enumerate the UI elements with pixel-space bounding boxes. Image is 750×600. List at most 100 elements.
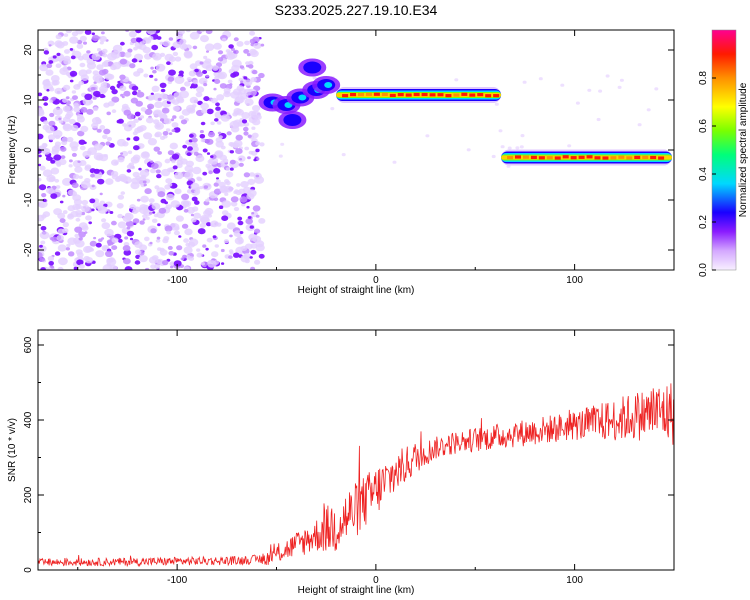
- noise-speck: [258, 218, 266, 224]
- noise-speck: [101, 222, 111, 230]
- noise-speck: [165, 128, 171, 132]
- noise-speck: [159, 249, 168, 256]
- noise-speck: [219, 186, 229, 194]
- noise-speck: [243, 88, 253, 96]
- noise-speck: [94, 116, 100, 121]
- noise-speck: [133, 118, 139, 124]
- noise-speck: [207, 159, 214, 164]
- noise-speck: [215, 106, 221, 111]
- noise-speck: [67, 205, 76, 212]
- noise-speck: [73, 198, 83, 206]
- noise-speck: [42, 211, 51, 218]
- noise-speck: [75, 30, 84, 35]
- noise-speck: [102, 246, 108, 250]
- noise-speck: [62, 177, 72, 186]
- noise-speck: [106, 111, 111, 116]
- noise-speck: [106, 257, 117, 266]
- x-tick-label: 100: [566, 275, 583, 286]
- track-peak: [437, 93, 444, 97]
- noise-speck: [58, 117, 62, 121]
- y-tick-label: -20: [23, 242, 34, 257]
- track-peak: [350, 92, 357, 97]
- faint-speck: [392, 160, 397, 164]
- noise-speck: [166, 167, 173, 173]
- noise-speck: [225, 167, 231, 171]
- noise-speck: [58, 119, 64, 124]
- noise-speck: [38, 177, 42, 182]
- noise-speck: [73, 106, 81, 113]
- track-peak: [626, 156, 633, 160]
- y-tick-label: 400: [23, 411, 34, 428]
- noise-speck: [204, 207, 214, 216]
- noise-speck: [151, 162, 159, 170]
- noise-speck: [190, 82, 198, 89]
- noise-speck: [245, 61, 250, 66]
- noise-speck: [179, 115, 185, 120]
- snr-axes: -100 0 100 0 200 400 600: [23, 330, 675, 586]
- noise-speck: [182, 144, 188, 149]
- faint-speck: [520, 134, 525, 138]
- noise-speck: [138, 167, 142, 171]
- track-peak: [421, 92, 428, 97]
- noise-speck: [160, 198, 167, 204]
- noise-speck: [56, 52, 61, 57]
- noise-speck: [60, 146, 67, 152]
- noise-speck: [213, 168, 221, 174]
- noise-speck: [111, 109, 117, 114]
- noise-speck: [172, 51, 179, 57]
- noise-speck: [183, 238, 190, 243]
- noise-speck: [90, 86, 96, 91]
- noise-speck: [192, 166, 202, 175]
- noise-speck: [165, 178, 173, 184]
- noise-speck: [64, 49, 70, 54]
- noise-speck: [111, 96, 120, 103]
- noise-speck: [244, 79, 253, 86]
- noise-speck: [228, 44, 234, 49]
- noise-speck: [54, 178, 60, 183]
- noise-speck: [91, 35, 100, 42]
- x-tick-label: 100: [566, 575, 583, 586]
- noise-speck: [173, 230, 180, 236]
- noise-speck: [227, 79, 233, 84]
- noise-speck: [139, 220, 145, 225]
- noise-speck: [167, 150, 175, 156]
- noise-speck: [67, 189, 76, 196]
- noise-speck: [124, 266, 133, 270]
- noise-speck: [168, 37, 174, 41]
- noise-speck: [125, 212, 131, 218]
- noise-speck: [130, 37, 138, 44]
- noise-speck: [74, 166, 83, 173]
- noise-speck: [45, 78, 50, 83]
- noise-speck: [221, 215, 229, 221]
- noise-speck: [145, 267, 150, 270]
- noise-speck: [62, 123, 73, 132]
- noise-speck: [143, 132, 153, 140]
- y-tick-label: 10: [23, 94, 34, 106]
- noise-speck: [67, 237, 77, 245]
- track-peak: [570, 156, 577, 160]
- faint-speck: [567, 144, 572, 148]
- noise-speck: [226, 131, 232, 136]
- noise-speck: [140, 195, 149, 203]
- noise-speck: [117, 221, 127, 229]
- noise-speck: [71, 182, 79, 189]
- noise-speck: [70, 124, 79, 132]
- noise-speck: [65, 96, 70, 100]
- noise-speck: [146, 30, 157, 35]
- noise-speck: [166, 193, 175, 201]
- noise-speck: [233, 252, 240, 258]
- noise-speck: [252, 118, 261, 126]
- noise-speck: [160, 88, 166, 93]
- noise-speck: [183, 208, 189, 213]
- noise-speck: [191, 196, 198, 202]
- noise-speck: [103, 128, 111, 135]
- noise-speck: [150, 92, 154, 96]
- noise-speck: [161, 107, 170, 114]
- faint-speck: [617, 85, 622, 89]
- noise-speck: [180, 86, 186, 92]
- noise-speck: [150, 228, 157, 234]
- noise-speck: [74, 233, 80, 238]
- noise-speck: [153, 119, 160, 125]
- noise-speck: [211, 251, 219, 258]
